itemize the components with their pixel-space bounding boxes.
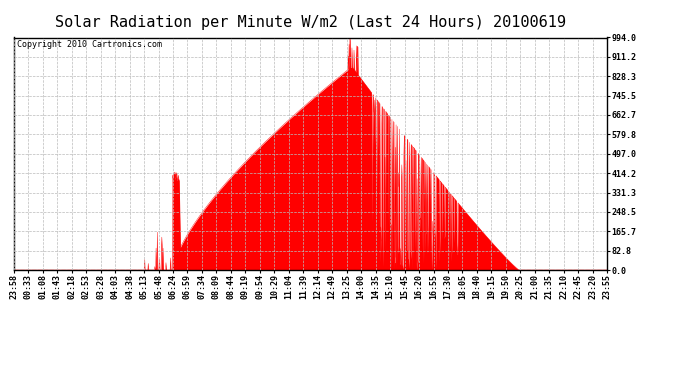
Text: Solar Radiation per Minute W/m2 (Last 24 Hours) 20100619: Solar Radiation per Minute W/m2 (Last 24… (55, 15, 566, 30)
Text: Copyright 2010 Cartronics.com: Copyright 2010 Cartronics.com (17, 40, 161, 49)
